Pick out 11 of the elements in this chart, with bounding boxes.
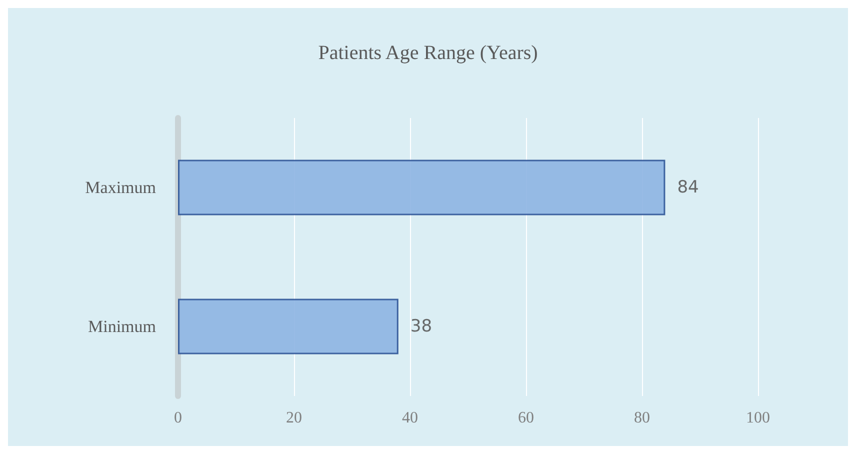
x-tick-label: 0 bbox=[174, 410, 182, 426]
x-tick-label: 100 bbox=[746, 410, 770, 426]
x-tick-label: 60 bbox=[518, 410, 534, 426]
y-tick-label: Minimum bbox=[88, 317, 156, 336]
x-tick-label: 80 bbox=[634, 410, 650, 426]
y-tick-label: Maximum bbox=[85, 178, 156, 197]
data-label: 38 bbox=[410, 316, 432, 336]
chart-title: Patients Age Range (Years) bbox=[318, 42, 538, 64]
x-tick-label: 40 bbox=[402, 410, 418, 426]
x-tick-label: 20 bbox=[286, 410, 302, 426]
data-label: 84 bbox=[677, 178, 699, 198]
